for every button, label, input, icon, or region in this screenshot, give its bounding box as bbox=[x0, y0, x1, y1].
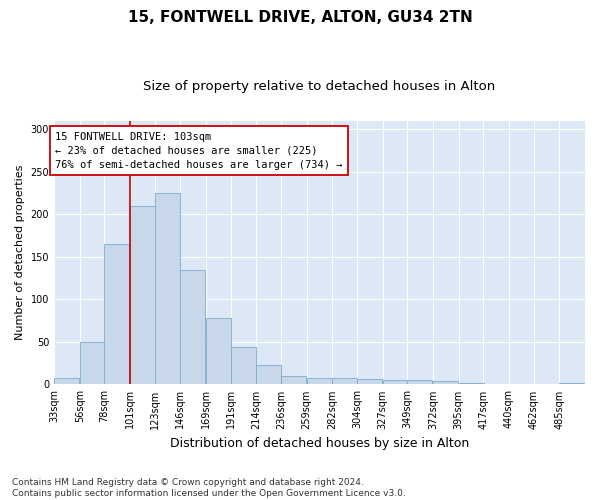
Text: 15, FONTWELL DRIVE, ALTON, GU34 2TN: 15, FONTWELL DRIVE, ALTON, GU34 2TN bbox=[128, 10, 472, 25]
Title: Size of property relative to detached houses in Alton: Size of property relative to detached ho… bbox=[143, 80, 496, 93]
Text: Contains HM Land Registry data © Crown copyright and database right 2024.
Contai: Contains HM Land Registry data © Crown c… bbox=[12, 478, 406, 498]
Y-axis label: Number of detached properties: Number of detached properties bbox=[15, 165, 25, 340]
Bar bbox=[206, 318, 231, 384]
Bar bbox=[307, 378, 332, 384]
Bar bbox=[130, 206, 155, 384]
Bar bbox=[104, 244, 129, 384]
Bar bbox=[433, 381, 458, 384]
Bar bbox=[383, 380, 407, 384]
Bar bbox=[281, 376, 306, 384]
Bar bbox=[559, 382, 584, 384]
Bar bbox=[80, 342, 104, 384]
X-axis label: Distribution of detached houses by size in Alton: Distribution of detached houses by size … bbox=[170, 437, 469, 450]
Bar bbox=[458, 382, 484, 384]
Bar bbox=[54, 378, 79, 384]
Text: 15 FONTWELL DRIVE: 103sqm
← 23% of detached houses are smaller (225)
76% of semi: 15 FONTWELL DRIVE: 103sqm ← 23% of detac… bbox=[55, 132, 343, 170]
Bar bbox=[230, 347, 256, 385]
Bar bbox=[332, 378, 358, 384]
Bar bbox=[155, 193, 179, 384]
Bar bbox=[357, 380, 382, 384]
Bar bbox=[407, 380, 432, 384]
Bar bbox=[181, 270, 205, 384]
Bar bbox=[256, 365, 281, 384]
